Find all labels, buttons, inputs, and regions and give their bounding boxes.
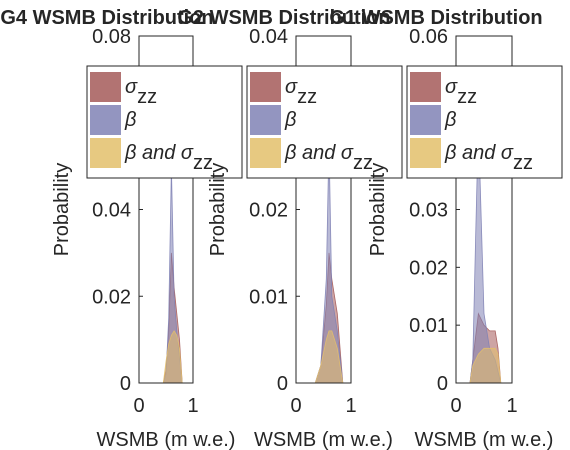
y-axis-label: Probability (51, 163, 73, 256)
legend-label: σzz (285, 76, 317, 108)
legend-swatch (410, 72, 441, 102)
chart-title: G1 WSMB Distribution (329, 7, 542, 29)
legend-swatch (250, 105, 281, 135)
legend-swatch (90, 105, 121, 135)
legend-label: β and σzz (284, 142, 373, 174)
legend-swatch (250, 72, 281, 102)
chart-title: G4 WSMB Distribution (0, 7, 213, 29)
legend-label: σzz (445, 76, 477, 108)
x-tick-label: 0 (290, 395, 301, 417)
y-tick-label: 0.02 (249, 200, 288, 222)
y-tick-label: 0.06 (409, 26, 448, 48)
y-axis-label: Probability (207, 163, 229, 256)
x-tick-label: 1 (345, 395, 356, 417)
x-tick-label: 1 (506, 395, 517, 417)
y-tick-label: 0.03 (409, 200, 448, 222)
chart-title: G2 WSMB Distribution (177, 7, 390, 29)
legend-label: β (444, 109, 456, 131)
y-axis-label: Probability (367, 163, 389, 256)
y-tick-label: 0.08 (92, 26, 131, 48)
x-tick-label: 0 (133, 395, 144, 417)
y-tick-label: 0 (437, 373, 448, 395)
y-tick-label: 0.04 (92, 200, 131, 222)
y-tick-label: 0.01 (409, 315, 448, 337)
legend-swatch (90, 72, 121, 102)
y-tick-label: 0.02 (92, 286, 131, 308)
x-axis-label: WSMB (m w.e.) (97, 429, 236, 450)
legend-swatch (410, 138, 441, 168)
series-area-3 (162, 330, 183, 384)
x-axis-label: WSMB (m w.e.) (415, 429, 554, 450)
y-tick-label: 0 (277, 373, 288, 395)
y-tick-label: 0.01 (249, 286, 288, 308)
legend-label: β and σzz (124, 142, 213, 174)
legend-swatch (90, 138, 121, 168)
x-tick-label: 0 (450, 395, 461, 417)
legend-label: β and σzz (444, 142, 533, 174)
legend-label: β (284, 109, 296, 131)
y-tick-label: 0.04 (249, 26, 288, 48)
x-axis-label: WSMB (m w.e.) (254, 429, 393, 450)
legend-swatch (410, 105, 441, 135)
legend-label: σzz (125, 76, 157, 108)
y-tick-label: 0.02 (409, 257, 448, 279)
legend-label: β (124, 109, 136, 131)
x-tick-label: 1 (187, 395, 198, 417)
y-tick-label: 0 (120, 373, 131, 395)
legend-swatch (250, 138, 281, 168)
series-area-3 (469, 347, 502, 384)
